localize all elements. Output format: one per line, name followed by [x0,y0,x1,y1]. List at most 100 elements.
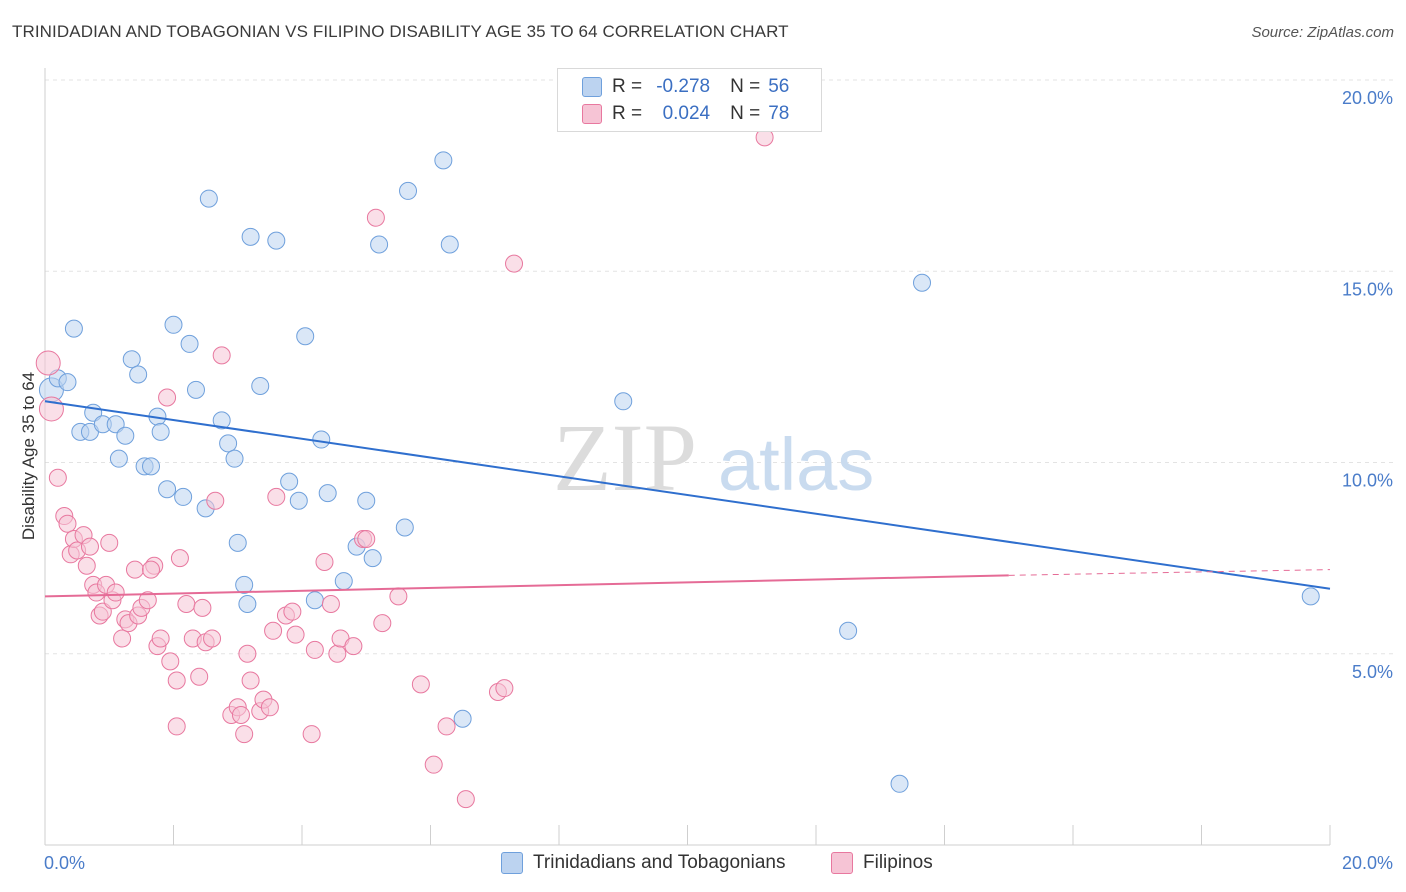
filipino-point [142,560,161,579]
trinidadian-point [399,181,418,200]
trinidadian-point [164,315,183,334]
trinidadian-point [305,591,324,610]
trinidadian-point [142,457,161,476]
filipino-point [357,530,376,548]
filipino-point [305,640,324,659]
series-swatch-blue [501,852,523,874]
filipino-point [58,514,77,533]
trinidadian-point [1301,587,1320,606]
source-credit: Source: ZipAtlas.com [1251,24,1394,41]
legend-row-filipino: R = 0.024 N = 78 [582,102,789,126]
trinidadian-point [251,377,270,395]
filipino-point [190,667,209,686]
filipino-point [238,644,257,663]
filipino-point [411,675,430,694]
legend-n-value: 56 [768,76,790,97]
trinidadian-point [106,415,125,434]
series-legend-label: Trinidadians and Tobagonians [533,852,786,873]
trinidadian-point [289,491,308,510]
trinidadian-point [296,327,315,346]
filipino-point [93,602,112,621]
trinidadian-point [839,621,858,640]
filipino-point [161,652,180,671]
trinidadian-point [267,231,286,250]
filipino-point [286,625,305,644]
legend-r-label: R = [612,103,643,124]
trinidadian-point [219,434,238,453]
series-legend: Trinidadians and Tobagonians Filipinos [0,852,1406,878]
trinidadian-point [280,472,299,491]
legend-r-value: -0.278 [656,76,711,97]
trinidadian-point [116,426,135,445]
legend-r-label: R = [612,76,643,97]
trinidadian-point [440,235,459,254]
trinidadian-point [890,774,909,793]
filipino-point [389,587,408,606]
trinidadian-point [357,491,376,510]
filipino-point [366,208,385,227]
legend-row-trinidadian: R = -0.278 N = 56 [582,75,789,99]
correlation-legend: R = -0.278 N = 56 R = 0.024 N = 78 [557,68,822,132]
trinidadian-point [109,449,128,468]
x-tick-label: 0.0% [44,853,85,873]
filipino-point [212,346,231,365]
filipino-point [456,790,475,809]
filipino-point [321,595,340,614]
y-axis-label: Disability Age 35 to 64 [19,372,38,540]
legend-n-label: N = [730,103,761,124]
filipino-point [158,388,177,407]
filipino-point [138,591,157,610]
filipino-point [167,717,186,736]
watermark-atlas: atlas [718,423,874,506]
watermark-zip: ZIP [553,404,697,511]
trinidadian-point [122,350,141,369]
trinidadian-point [151,422,170,441]
filipino-point [80,537,99,556]
trinidadian-point [235,575,254,594]
legend-r-value: 0.024 [662,103,711,124]
trend-layer [44,400,1331,598]
filipino-point [437,717,456,736]
filipino-trend-extension [1008,569,1331,576]
filipino-point [106,583,125,602]
filipino-point [241,671,260,690]
legend-swatch-blue [582,77,602,97]
filipino-point [48,468,67,487]
filipino-point [495,679,514,698]
filipino-point [35,350,61,376]
trinidadian-point [158,480,177,499]
filipino-point [167,671,186,690]
filipino-point [77,556,96,575]
filipino-point [283,602,302,621]
trinidadian-trend-line [44,400,1331,590]
trinidadian-point [241,227,260,246]
filipino-point [193,598,212,617]
filipino-point [373,614,392,633]
trinidadian-point [363,549,382,568]
series-legend-filipino: Filipinos [831,852,933,874]
series-legend-trinidadian: Trinidadians and Tobagonians [501,852,785,874]
trinidadian-point [334,572,353,591]
series-legend-label: Filipinos [863,852,933,873]
trinidadian-point [64,319,83,338]
trinidadian-point [212,411,231,430]
filipino-point [267,487,286,506]
filipino-point [505,254,524,273]
filipino-point [424,755,443,774]
filipino-point [264,621,283,640]
x-tick-label: 20.0% [1342,853,1393,873]
trinidadian-point [228,533,247,552]
trinidadian-point [174,487,193,506]
y-tick-label: 15.0% [1342,279,1393,299]
filipino-point [38,396,64,422]
trinidadian-point [199,189,218,208]
filipino-point [113,629,132,648]
legend-swatch-pink [582,104,602,124]
filipino-point [235,725,254,744]
trinidadian-point [129,365,148,384]
trinidadian-point [395,518,414,537]
filipino-point [177,595,196,614]
filipino-point [206,491,225,510]
filipino-point [328,644,347,663]
